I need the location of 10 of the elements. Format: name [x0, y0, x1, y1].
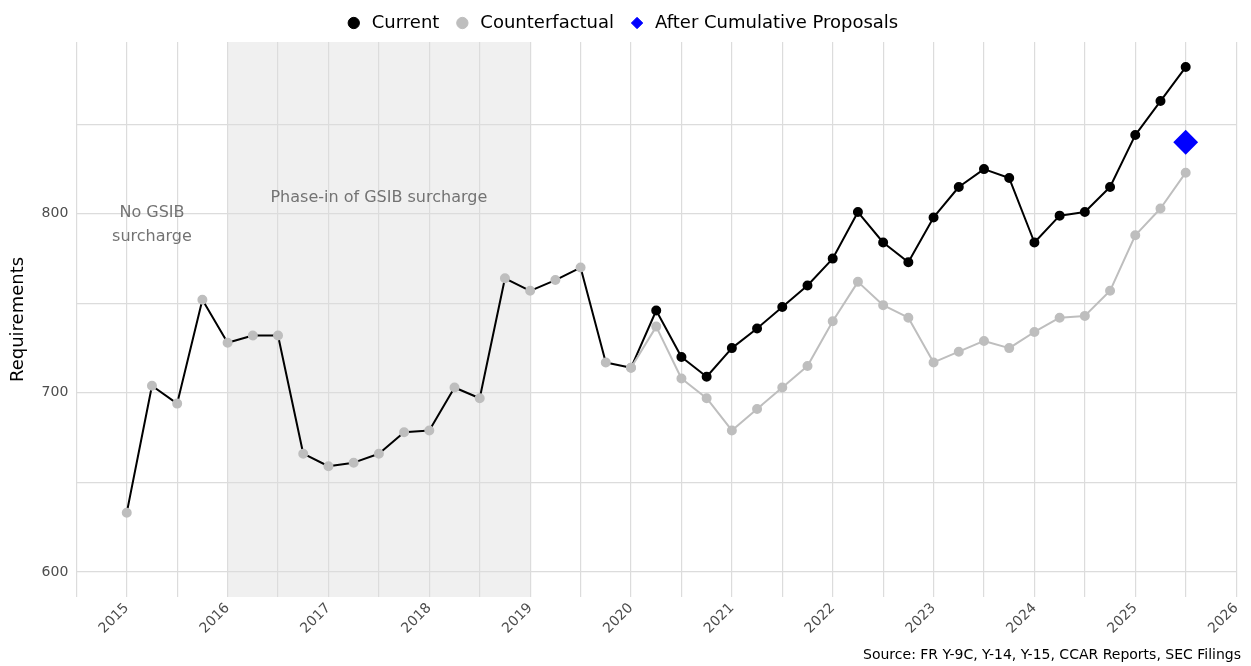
y-tick-label: 700 [41, 383, 69, 400]
legend-label: Current [371, 10, 440, 32]
band-label: Phase-in of GSIB surcharge [270, 186, 488, 206]
annotation: No GSIB surcharge [112, 202, 192, 246]
source-note: Source: FR Y-9C, Y-14, Y-15, CCAR Reports, SEC Filings [863, 645, 1241, 662]
y-tick-label: 600 [41, 562, 69, 579]
legend-label: Counterfactual [480, 10, 615, 32]
y-axis-title: Requirements [6, 256, 28, 383]
y-tick-label: 800 [41, 204, 69, 221]
legend-label: After Cumulative Proposals [655, 10, 899, 32]
